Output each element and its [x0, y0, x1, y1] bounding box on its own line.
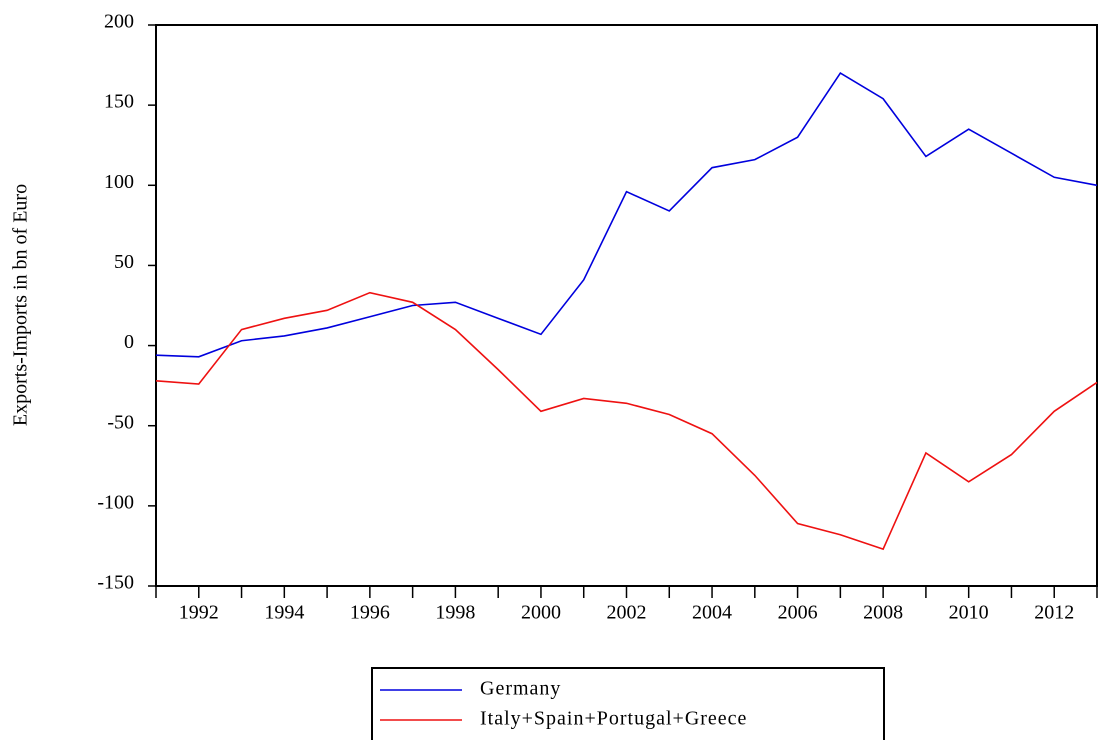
x-tick-label: 2002	[607, 602, 647, 624]
y-tick-label: -50	[107, 411, 134, 433]
legend-box	[371, 667, 885, 740]
x-tick-label: 2004	[692, 602, 732, 624]
y-tick-label: 0	[124, 331, 134, 353]
y-tick-label: 50	[114, 251, 134, 273]
x-tick-label: 2006	[778, 602, 818, 624]
y-tick-label: 200	[104, 11, 134, 33]
y-tick-label: -100	[97, 491, 134, 513]
plot-frame	[155, 24, 1098, 587]
legend-label: Germany	[480, 678, 561, 700]
x-tick-label: 1994	[264, 602, 304, 624]
legend-label: Italy+Spain+Portugal+Greece	[480, 708, 747, 730]
x-tick-label: 1996	[350, 602, 390, 624]
y-axis-label: Exports-Imports in bn of Euro	[10, 184, 32, 426]
x-tick-label: 1992	[179, 602, 219, 624]
x-tick-label: 2008	[863, 602, 903, 624]
series-line	[155, 291, 1098, 551]
y-tick-label: -150	[97, 572, 134, 594]
x-tick-label: 2000	[521, 602, 561, 624]
y-tick-label: 100	[104, 171, 134, 193]
series-line	[155, 72, 1098, 358]
y-tick-label: 150	[104, 91, 134, 113]
x-tick-label: 2012	[1034, 602, 1074, 624]
x-tick-label: 2010	[949, 602, 989, 624]
x-tick-label: 1998	[435, 602, 475, 624]
